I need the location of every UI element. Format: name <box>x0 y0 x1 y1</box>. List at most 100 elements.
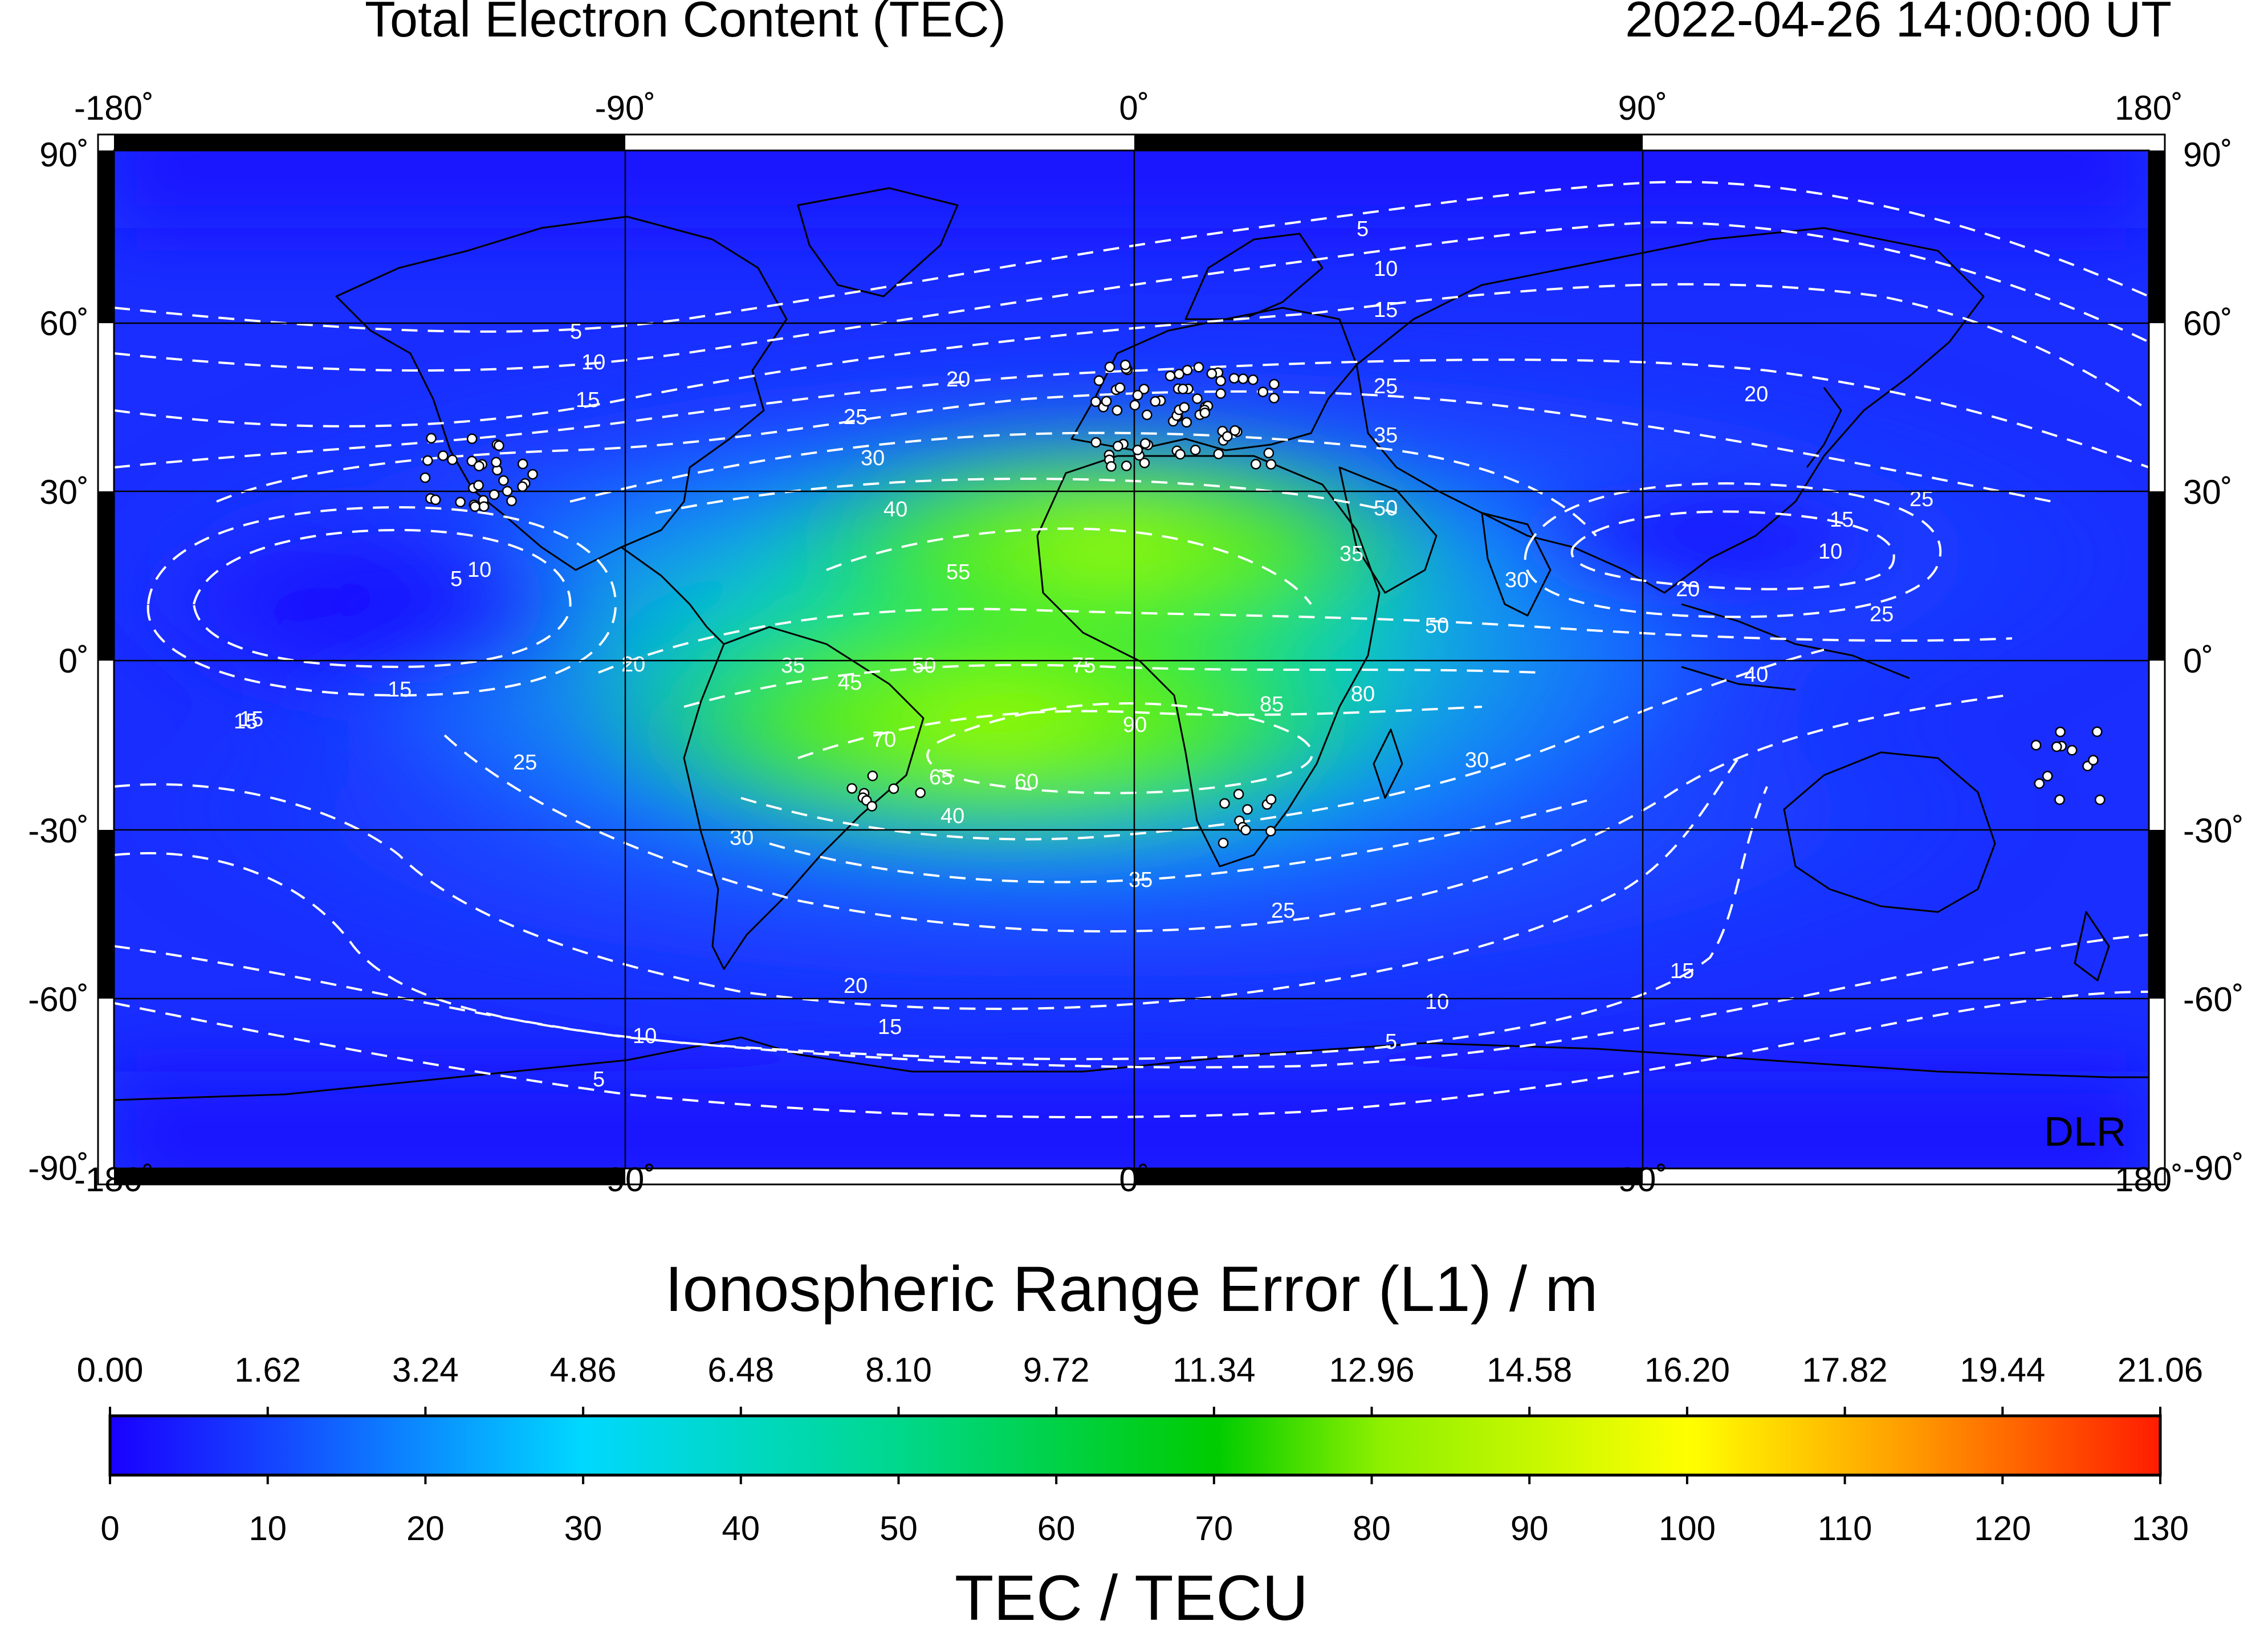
contour-label: 5 <box>1357 217 1369 241</box>
lon-label: 90˚ <box>1618 1160 1668 1199</box>
contour-line-5-south <box>114 991 2149 1118</box>
station-marker <box>846 783 857 794</box>
colorbar-tick-label: 17.82 <box>1802 1351 1888 1389</box>
longitude-labels-top: -180˚ -90˚ 0˚ 90˚ 180˚ <box>74 89 2183 127</box>
lon-label: 0˚ <box>1119 89 1149 127</box>
station-marker <box>1218 837 1229 849</box>
station-marker <box>1251 459 1261 470</box>
coast-south-america <box>683 626 925 970</box>
station-marker <box>1150 396 1161 407</box>
contour-label: 5 <box>570 320 582 344</box>
station-marker <box>474 461 484 471</box>
latitude-labels-right: 90˚ 60˚ 30˚ 0˚ -30˚ -60˚ -90˚ <box>2183 136 2244 1187</box>
contour-label: 50 <box>1374 496 1398 520</box>
station-marker <box>1222 431 1233 442</box>
contour-label: 30 <box>861 446 885 470</box>
contour-label: 25 <box>1870 602 1894 626</box>
contour-line-10-south <box>114 934 2149 1069</box>
coast-new-zealand <box>2074 911 2110 982</box>
colorbar-tick-label: 10 <box>249 1509 287 1547</box>
contour-label: 35 <box>1374 423 1398 447</box>
colorbar-tick-label: 0.00 <box>77 1351 144 1389</box>
station-marker <box>1142 409 1153 421</box>
station-marker <box>1139 457 1150 469</box>
station-marker <box>1242 804 1253 815</box>
station-marker <box>1199 408 1211 418</box>
colorbar-tick-label: 110 <box>1818 1509 1872 1547</box>
contour-label: 10 <box>581 351 605 374</box>
lat-label: 90˚ <box>39 136 89 174</box>
station-marker <box>517 481 528 492</box>
colorbar-tick-label: 70 <box>1195 1509 1233 1547</box>
station-marker <box>1113 441 1123 452</box>
colorbar-tick-label: 8.10 <box>865 1351 932 1389</box>
contour-label: 15 <box>1670 959 1694 983</box>
contour-line-25-south <box>443 694 2007 932</box>
contour-label: 30 <box>1465 748 1489 772</box>
contour-label: 20 <box>946 368 970 392</box>
coast-scandinavia <box>1184 233 1324 320</box>
station-marker <box>494 440 504 451</box>
station-marker <box>2055 726 2066 738</box>
colorbar-bottom-title: TEC / TECU <box>955 1562 1308 1629</box>
contour-label: 85 <box>1260 693 1284 716</box>
contour-line-35-south <box>769 797 1597 883</box>
contour-label: 15 <box>878 1015 902 1039</box>
contour-line-5-north <box>114 181 2149 333</box>
station-marker <box>447 454 458 465</box>
coast-africa <box>1036 455 1381 868</box>
graticule <box>114 150 2149 1168</box>
station-marker <box>1240 825 1251 836</box>
contour-lines <box>114 181 2149 1118</box>
station-marker <box>1190 445 1201 455</box>
station-marker <box>478 501 490 512</box>
lat-label: -60˚ <box>2183 980 2244 1019</box>
frame-segment-black <box>2149 491 2165 661</box>
station-marker <box>2094 794 2106 805</box>
colorbar-tick-label: 9.72 <box>1023 1351 1090 1389</box>
frame-segment-black <box>1134 135 1643 150</box>
contour-line-equatorial-a <box>598 608 2013 674</box>
colorbar-tick-label: 16.20 <box>1644 1351 1730 1389</box>
station-marker <box>1132 445 1143 455</box>
colorbar-tick-label: 50 <box>879 1509 918 1547</box>
contour-label: 65 <box>929 765 953 789</box>
lat-label: 90˚ <box>2183 136 2233 174</box>
contour-line-55 <box>826 527 1312 605</box>
station-marker <box>455 496 466 508</box>
station-marker <box>1101 396 1112 407</box>
station-marker <box>1265 825 1276 837</box>
lat-label: 30˚ <box>39 473 89 511</box>
lat-label: 60˚ <box>2183 304 2233 343</box>
station-marker <box>1104 361 1115 373</box>
station-marker <box>517 458 528 470</box>
station-marker <box>2091 726 2103 738</box>
station-marker <box>1265 459 1277 470</box>
colorbar-top-title: Ionospheric Range Error (L1) / m <box>665 1253 1598 1325</box>
lat-label: -90˚ <box>28 1149 89 1187</box>
lon-label: 180˚ <box>2115 1160 2183 1199</box>
colorbar <box>108 1414 2162 1477</box>
colorbar-tick-label: 12.96 <box>1329 1351 1414 1389</box>
contour-label: 10 <box>1818 540 1842 564</box>
frame-segment-black <box>114 1168 625 1184</box>
contour-label: 30 <box>1505 568 1529 592</box>
contour-line-15-south <box>114 786 1768 1061</box>
station-marker <box>1182 365 1193 376</box>
contour-label: 40 <box>883 498 907 522</box>
station-marker <box>438 450 449 461</box>
polar-south <box>114 1072 2149 1168</box>
contour-line-25-north <box>216 390 2053 503</box>
colorbar-tick-label: 3.24 <box>392 1351 459 1389</box>
contour-label: 35 <box>1339 542 1363 566</box>
contour-line-30-south <box>740 649 1825 841</box>
lat-label: -30˚ <box>28 812 89 850</box>
contour-label: 5 <box>1385 1030 1397 1054</box>
contour-line-15-north <box>114 283 2149 427</box>
tec-map-area: 5 10 15 20 25 30 35 40 50 5 10 15 20 25 … <box>114 150 2149 1168</box>
station-marker <box>1164 370 1176 381</box>
lon-label: 0˚ <box>1119 1160 1149 1199</box>
contour-label: 15 <box>239 707 263 731</box>
station-marker <box>2088 755 2099 765</box>
